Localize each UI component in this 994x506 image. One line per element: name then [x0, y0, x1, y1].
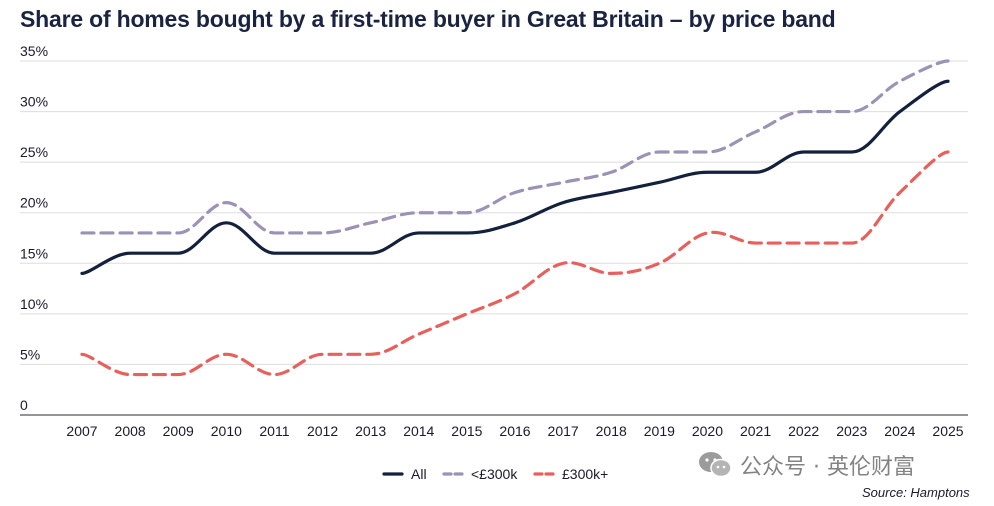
- x-tick-label: 2019: [644, 423, 675, 439]
- x-tick-label: 2022: [788, 423, 819, 439]
- watermark-text: 公众号 · 英伦财富: [740, 455, 915, 480]
- x-tick-label: 2023: [836, 423, 867, 439]
- x-tick-label: 2007: [66, 423, 97, 439]
- legend-label: <£300k: [471, 466, 518, 482]
- y-tick-label: 10%: [20, 296, 48, 312]
- series-line-under-300k: [80, 59, 950, 235]
- source-note: Source: Hamptons: [862, 485, 970, 500]
- y-tick-label: 20%: [20, 195, 48, 211]
- x-tick-label: 2025: [932, 423, 963, 439]
- y-tick-label: 35%: [20, 43, 48, 59]
- legend-label: £300k+: [562, 466, 608, 482]
- y-tick-label: 15%: [20, 245, 48, 261]
- series-line-over-300k: [80, 150, 950, 377]
- x-tick-label: 2015: [451, 423, 482, 439]
- wechat-icon: [698, 450, 732, 480]
- x-tick-label: 2024: [884, 423, 915, 439]
- x-tick-label: 2018: [596, 423, 627, 439]
- x-tick-label: 2020: [692, 423, 723, 439]
- y-tick-label: 5%: [20, 346, 40, 362]
- y-tick-label: 25%: [20, 144, 48, 160]
- x-tick-label: 2013: [355, 423, 386, 439]
- x-tick-label: 2017: [548, 423, 579, 439]
- series-line-all: [80, 79, 950, 275]
- x-tick-label: 2012: [307, 423, 338, 439]
- x-tick-label: 2021: [740, 423, 771, 439]
- x-tick-label: 2009: [163, 423, 194, 439]
- chart-title: Share of homes bought by a first-time bu…: [20, 6, 836, 32]
- watermark: 公众号 · 英伦财富: [698, 449, 915, 481]
- legend-label: All: [411, 466, 427, 482]
- x-tick-label: 2011: [259, 423, 289, 439]
- x-tick-label: 2010: [211, 423, 242, 439]
- y-tick-label: 0: [20, 397, 28, 413]
- y-tick-label: 30%: [20, 94, 48, 110]
- x-tick-label: 2008: [115, 423, 146, 439]
- x-tick-label: 2014: [403, 423, 434, 439]
- x-tick-label: 2016: [499, 423, 530, 439]
